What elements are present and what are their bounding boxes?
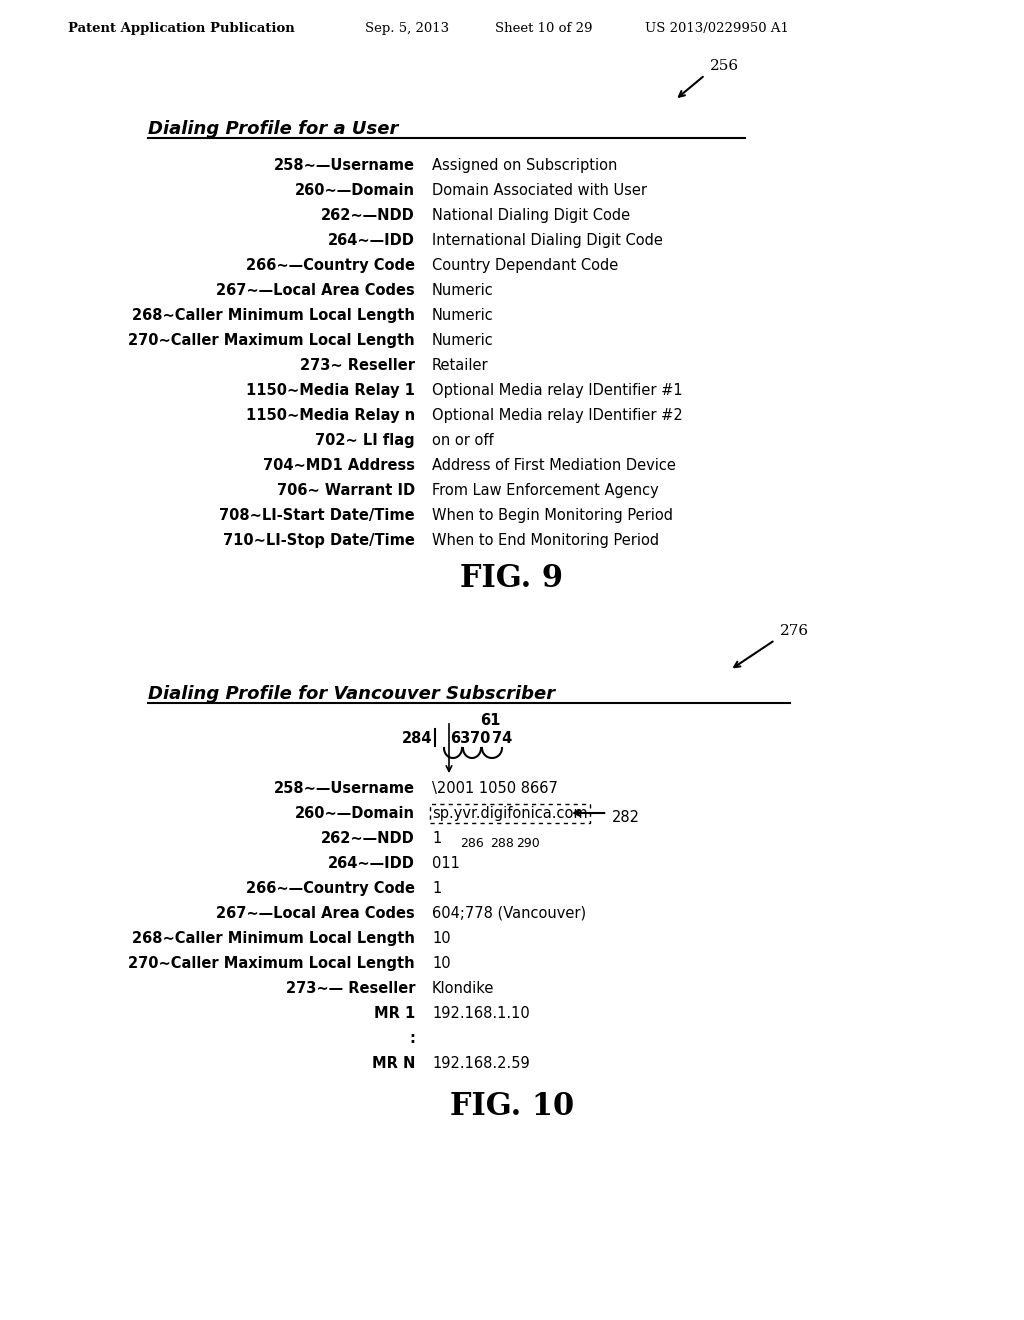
Text: 286: 286: [460, 837, 483, 850]
Text: 268∼Caller Minimum Local Length: 268∼Caller Minimum Local Length: [132, 308, 415, 323]
Text: 256: 256: [710, 59, 739, 73]
Text: 266∼—Country Code: 266∼—Country Code: [246, 880, 415, 896]
Text: 276: 276: [780, 624, 809, 638]
Text: When to Begin Monitoring Period: When to Begin Monitoring Period: [432, 508, 673, 523]
Text: 267∼—Local Area Codes: 267∼—Local Area Codes: [216, 906, 415, 921]
Text: 63: 63: [450, 731, 470, 746]
Text: When to End Monitoring Period: When to End Monitoring Period: [432, 533, 659, 548]
Text: MR 1: MR 1: [374, 1006, 415, 1020]
Text: 264∼—IDD: 264∼—IDD: [328, 234, 415, 248]
Text: \2001 1050 8667: \2001 1050 8667: [432, 781, 558, 796]
Text: 192.168.1.10: 192.168.1.10: [432, 1006, 529, 1020]
Text: 10: 10: [432, 931, 451, 946]
Text: MR N: MR N: [372, 1056, 415, 1071]
Text: 1: 1: [432, 832, 441, 846]
Text: 74: 74: [492, 731, 512, 746]
Text: 1150∼Media Relay 1: 1150∼Media Relay 1: [246, 383, 415, 399]
Text: 260∼—Domain: 260∼—Domain: [295, 183, 415, 198]
Text: 011: 011: [432, 855, 460, 871]
Text: 266∼—Country Code: 266∼—Country Code: [246, 257, 415, 273]
Text: 282: 282: [612, 810, 640, 825]
Text: 1150∼Media Relay n: 1150∼Media Relay n: [246, 408, 415, 422]
Text: From Law Enforcement Agency: From Law Enforcement Agency: [432, 483, 658, 498]
Text: Numeric: Numeric: [432, 282, 494, 298]
Text: 604;778 (Vancouver): 604;778 (Vancouver): [432, 906, 586, 921]
Text: 10: 10: [432, 956, 451, 972]
Text: 260∼—Domain: 260∼—Domain: [295, 807, 415, 821]
Text: 258∼—Username: 258∼—Username: [274, 781, 415, 796]
Text: Dialing Profile for Vancouver Subscriber: Dialing Profile for Vancouver Subscriber: [148, 685, 555, 704]
Text: Optional Media relay IDentifier #1: Optional Media relay IDentifier #1: [432, 383, 683, 399]
Text: Address of First Mediation Device: Address of First Mediation Device: [432, 458, 676, 473]
Text: 273∼ Reseller: 273∼ Reseller: [300, 358, 415, 374]
Text: 273∼— Reseller: 273∼— Reseller: [286, 981, 415, 997]
Text: :: :: [410, 1031, 415, 1045]
Text: Assigned on Subscription: Assigned on Subscription: [432, 158, 617, 173]
Text: Optional Media relay IDentifier #2: Optional Media relay IDentifier #2: [432, 408, 683, 422]
Text: Patent Application Publication: Patent Application Publication: [68, 22, 295, 36]
Text: 706∼ Warrant ID: 706∼ Warrant ID: [276, 483, 415, 498]
Text: 262∼—NDD: 262∼—NDD: [322, 832, 415, 846]
Text: 1: 1: [432, 880, 441, 896]
Text: 270∼Caller Maximum Local Length: 270∼Caller Maximum Local Length: [128, 333, 415, 348]
Text: Country Dependant Code: Country Dependant Code: [432, 257, 618, 273]
Text: US 2013/0229950 A1: US 2013/0229950 A1: [645, 22, 788, 36]
Text: FIG. 9: FIG. 9: [461, 564, 563, 594]
Text: International Dialing Digit Code: International Dialing Digit Code: [432, 234, 663, 248]
Text: 702∼ LI flag: 702∼ LI flag: [315, 433, 415, 447]
Text: Numeric: Numeric: [432, 333, 494, 348]
Text: 262∼—NDD: 262∼—NDD: [322, 209, 415, 223]
Text: FIG. 10: FIG. 10: [450, 1092, 574, 1122]
Text: 192.168.2.59: 192.168.2.59: [432, 1056, 529, 1071]
Text: 264∼—IDD: 264∼—IDD: [328, 855, 415, 871]
Text: 61: 61: [480, 713, 501, 729]
Text: Numeric: Numeric: [432, 308, 494, 323]
Text: Dialing Profile for a User: Dialing Profile for a User: [148, 120, 398, 139]
Text: 267∼—Local Area Codes: 267∼—Local Area Codes: [216, 282, 415, 298]
Text: 288: 288: [490, 837, 514, 850]
Text: 70: 70: [470, 731, 490, 746]
Text: 708∼LI-Start Date/Time: 708∼LI-Start Date/Time: [219, 508, 415, 523]
Text: Sheet 10 of 29: Sheet 10 of 29: [495, 22, 593, 36]
Text: 270∼Caller Maximum Local Length: 270∼Caller Maximum Local Length: [128, 956, 415, 972]
Text: 704∼MD1 Address: 704∼MD1 Address: [263, 458, 415, 473]
Text: Klondike: Klondike: [432, 981, 495, 997]
Text: sp.yvr.digifonica.com: sp.yvr.digifonica.com: [432, 807, 588, 821]
Text: 710∼LI-Stop Date/Time: 710∼LI-Stop Date/Time: [223, 533, 415, 548]
Text: 258∼—Username: 258∼—Username: [274, 158, 415, 173]
Text: National Dialing Digit Code: National Dialing Digit Code: [432, 209, 630, 223]
Text: Sep. 5, 2013: Sep. 5, 2013: [365, 22, 450, 36]
Text: Domain Associated with User: Domain Associated with User: [432, 183, 647, 198]
Text: on or off: on or off: [432, 433, 494, 447]
Text: 268∼Caller Minimum Local Length: 268∼Caller Minimum Local Length: [132, 931, 415, 946]
Text: 290: 290: [516, 837, 540, 850]
Text: Retailer: Retailer: [432, 358, 488, 374]
Text: 284: 284: [401, 731, 432, 746]
